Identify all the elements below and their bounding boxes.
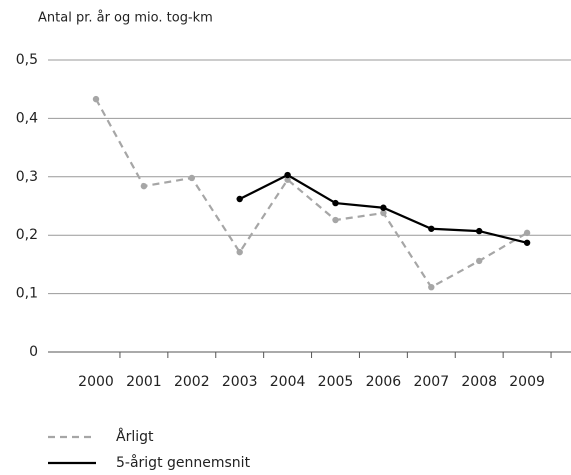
point xyxy=(380,209,387,217)
y-tick-label: 0,2 xyxy=(16,227,38,243)
legend-label: 5-årigt gennemsnit xyxy=(116,454,251,471)
point xyxy=(140,182,148,190)
point xyxy=(380,204,387,211)
point xyxy=(523,229,531,237)
point xyxy=(332,216,339,224)
x-tick-label: 2000 xyxy=(78,374,114,390)
point xyxy=(188,174,195,182)
point xyxy=(476,257,483,265)
point xyxy=(523,239,531,246)
legend-label: Årligt xyxy=(116,428,154,445)
point xyxy=(332,199,339,207)
x-tick-label: 2009 xyxy=(509,374,545,390)
y-tick-label: 0 xyxy=(29,344,38,360)
x-tick-label: 2005 xyxy=(318,374,354,390)
point xyxy=(428,283,435,291)
x-tick-label: 2003 xyxy=(222,374,258,390)
x-tick-label: 2006 xyxy=(366,374,402,390)
y-tick-label: 0,4 xyxy=(16,110,38,126)
point xyxy=(236,195,243,203)
point xyxy=(428,225,435,232)
x-tick-label: 2007 xyxy=(413,374,449,390)
x-tick-label: 2002 xyxy=(174,374,210,390)
y-tick-label: 0,3 xyxy=(16,169,38,185)
point xyxy=(284,176,291,183)
x-tick-label: 2008 xyxy=(461,374,497,390)
x-tick-label: 2001 xyxy=(126,374,162,390)
series-line xyxy=(95,98,528,289)
chart-title: Antal pr. år og mio. tog-km xyxy=(38,11,213,26)
point xyxy=(284,171,291,179)
y-tick-label: 0,5 xyxy=(16,52,38,68)
x-tick-label: 2004 xyxy=(270,374,306,390)
point xyxy=(476,227,483,235)
point xyxy=(236,248,243,256)
y-tick-label: 0,1 xyxy=(16,286,38,302)
point xyxy=(92,95,100,103)
